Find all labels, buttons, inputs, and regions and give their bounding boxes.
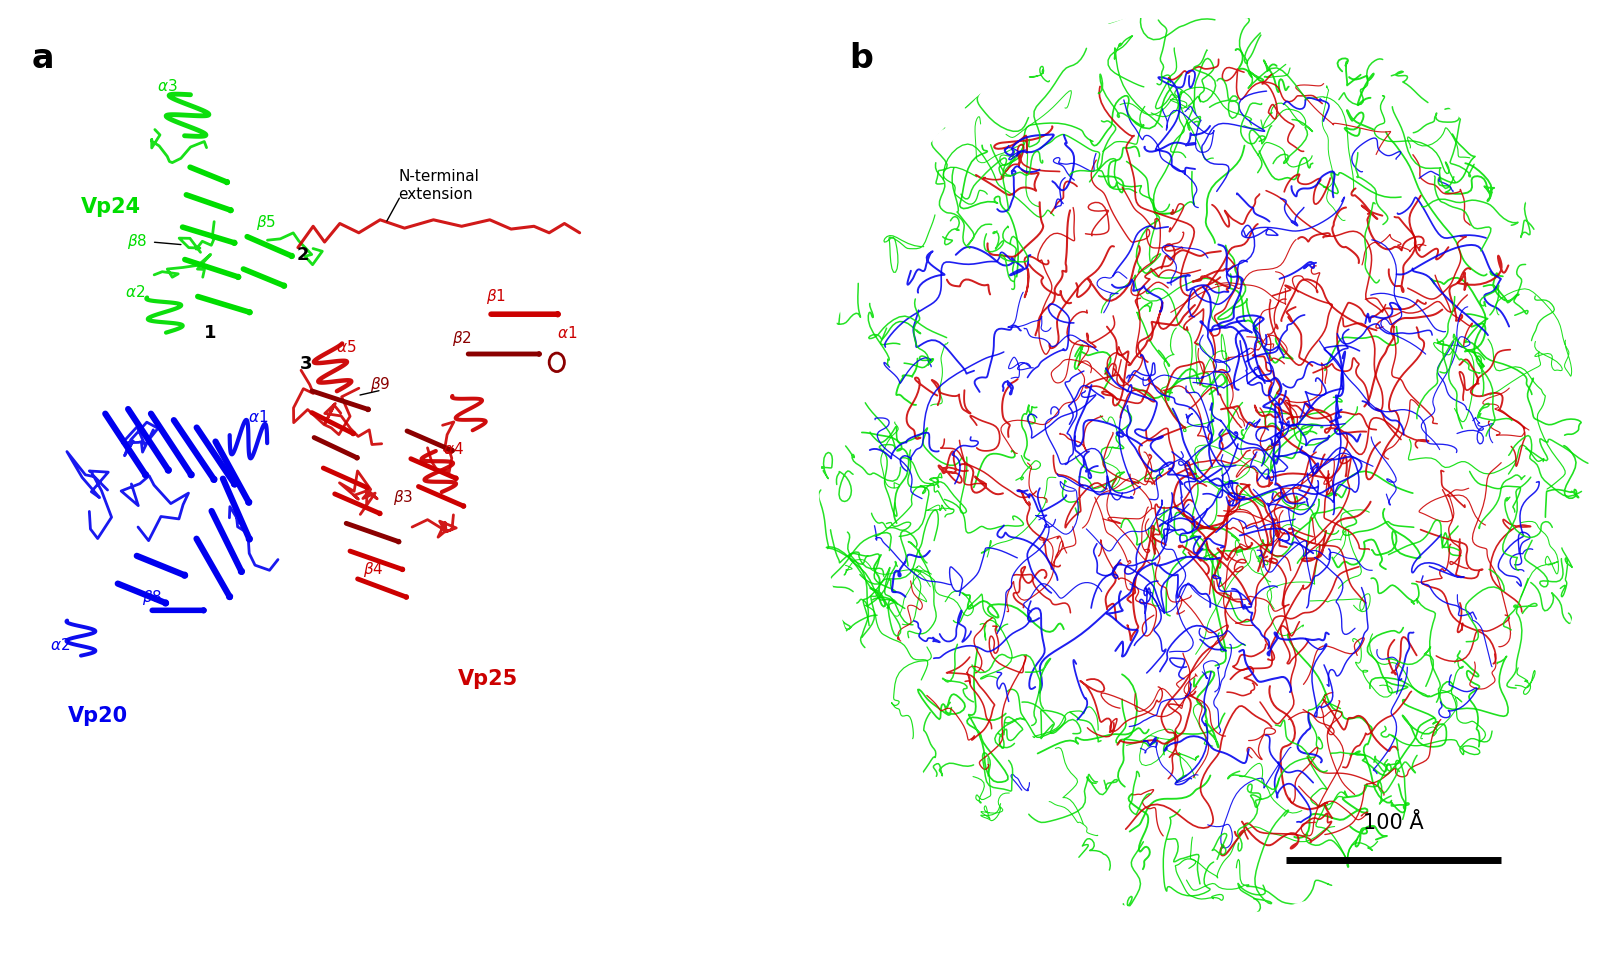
Text: Vp20: Vp20 — [68, 705, 128, 725]
Text: $\alpha$2: $\alpha$2 — [125, 283, 146, 299]
Text: 3: 3 — [300, 355, 313, 373]
Text: N-terminal
extension: N-terminal extension — [399, 170, 480, 202]
Text: $\beta$2: $\beta$2 — [452, 329, 471, 348]
Text: $\beta$5: $\beta$5 — [256, 213, 275, 232]
Text: $\alpha$4: $\alpha$4 — [442, 440, 463, 456]
Text: $\alpha$2: $\alpha$2 — [50, 637, 71, 653]
Text: 1: 1 — [204, 324, 217, 342]
Text: $\beta$1: $\beta$1 — [486, 287, 505, 306]
Text: b: b — [850, 42, 873, 75]
Text: $\beta$9: $\beta$9 — [371, 375, 390, 394]
Text: Vp24: Vp24 — [81, 197, 141, 217]
Text: Vp25: Vp25 — [458, 669, 518, 689]
Text: a: a — [31, 42, 53, 75]
Text: 2: 2 — [296, 246, 309, 263]
Text: $\beta$8: $\beta$8 — [143, 587, 162, 606]
Text: $\beta$3: $\beta$3 — [394, 488, 413, 507]
Text: $\alpha$5: $\alpha$5 — [335, 339, 356, 355]
Text: $\alpha$1: $\alpha$1 — [248, 408, 269, 424]
Text: $\alpha$3: $\alpha$3 — [157, 78, 178, 94]
Text: $\alpha$1: $\alpha$1 — [557, 325, 577, 341]
Text: $\beta$8: $\beta$8 — [126, 232, 147, 251]
Text: 100 Å: 100 Å — [1362, 813, 1424, 833]
Text: $\beta$4: $\beta$4 — [363, 559, 384, 578]
